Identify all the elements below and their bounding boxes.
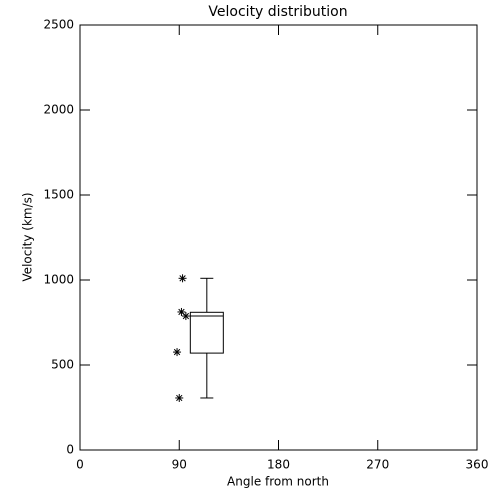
point xyxy=(177,307,186,316)
x-tick-label: 0 xyxy=(76,458,84,472)
point xyxy=(178,274,187,283)
y-tick-label: 500 xyxy=(51,358,74,372)
box xyxy=(189,311,224,354)
y-tick-label: 1000 xyxy=(43,273,74,287)
y-tick-label: 0 xyxy=(66,443,74,457)
point xyxy=(181,312,190,321)
asterisk-stroke xyxy=(182,312,190,320)
y-tick-label: 1500 xyxy=(43,188,74,202)
y-tick-label: 2500 xyxy=(43,18,74,32)
asterisk-stroke xyxy=(176,394,183,402)
x-tick-label: 270 xyxy=(366,458,389,472)
point xyxy=(175,393,184,402)
x-tick-label: 180 xyxy=(267,458,290,472)
y-tick-label: 2000 xyxy=(43,103,74,117)
point xyxy=(173,348,182,357)
asterisk-stroke xyxy=(178,308,185,316)
x-axis-label: Angle from north xyxy=(227,475,329,489)
asterisk-stroke xyxy=(173,348,181,356)
x-tick-label: 90 xyxy=(172,458,187,472)
x-tick-label: 360 xyxy=(466,458,489,472)
y-axis-label: Velocity (km/s) xyxy=(21,192,35,281)
asterisk-stroke xyxy=(179,275,186,282)
chart-title: Velocity distribution xyxy=(208,4,347,20)
